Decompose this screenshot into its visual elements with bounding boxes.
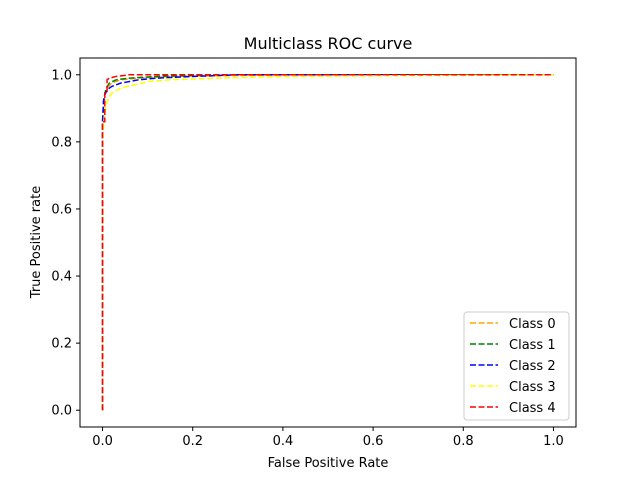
x-tick-label: 0.0 [92,434,113,449]
legend-label-class-3: Class 3 [509,380,556,395]
y-tick-label: 0.6 [51,202,72,217]
x-tick-label: 0.4 [273,434,294,449]
y-axis-ticks: 0.0 0.2 0.4 0.6 0.8 1.0 [51,68,80,419]
y-tick-label: 0.8 [51,135,72,150]
legend: Class 0 Class 1 Class 2 Class 3 Class 4 [463,311,570,421]
legend-label-class-1: Class 1 [509,338,556,353]
chart-title: Multiclass ROC curve [244,34,413,53]
x-tick-label: 0.2 [182,434,203,449]
legend-label-class-2: Class 2 [509,359,556,374]
plot-lines [101,74,554,411]
legend-label-class-0: Class 0 [509,317,556,332]
legend-box [463,311,570,421]
legend-label-class-4: Class 4 [509,401,556,416]
y-tick-label: 1.0 [51,68,72,83]
x-tick-label: 1.0 [543,434,564,449]
plot-frame [79,57,577,428]
y-tick-label: 0.2 [51,337,72,352]
legend-entries: Class 0 Class 1 Class 2 Class 3 Class 4 [470,317,556,416]
y-tick-label: 0.4 [51,270,72,285]
series-line-class-4 [101,74,554,411]
x-tick-label: 0.8 [453,434,474,449]
x-tick-label: 0.6 [363,434,384,449]
x-axis-label: False Positive Rate [268,456,389,471]
x-axis-ticks: 0.0 0.2 0.4 0.6 0.8 1.0 [92,427,564,449]
y-tick-label: 0.0 [51,404,72,419]
y-axis-label: True Positive rate [29,186,44,299]
